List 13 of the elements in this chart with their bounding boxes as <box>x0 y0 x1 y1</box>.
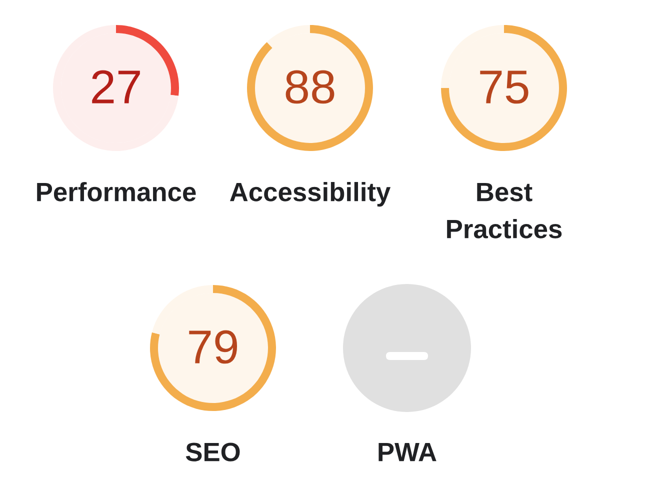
text: Performance <box>37 182 196 202</box>
data-label: 79 <box>189 330 238 364</box>
donut-slice <box>441 25 567 151</box>
text: PWA <box>378 442 436 462</box>
text: SEO <box>186 442 240 462</box>
donut-slice <box>247 25 373 151</box>
data-label: 75 <box>480 70 528 104</box>
donut-slice <box>53 25 179 151</box>
text: Accessibility <box>230 182 391 207</box>
text: Best Practices <box>447 182 562 238</box>
data-label: 88 <box>286 70 334 104</box>
data-label: 27 <box>92 70 140 104</box>
donut-slice <box>150 285 276 411</box>
